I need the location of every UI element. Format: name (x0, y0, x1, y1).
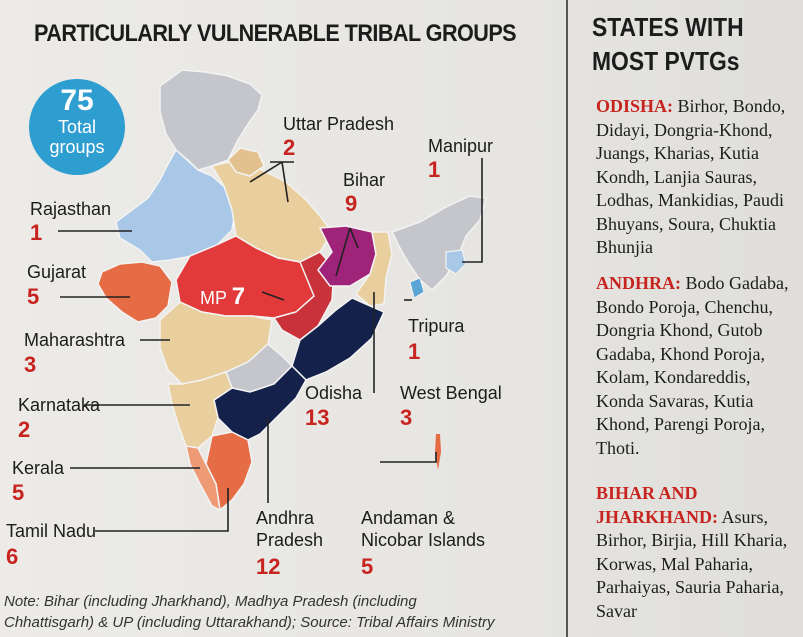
region-bihar (317, 225, 377, 287)
count-uttar-pradesh: 2 (283, 135, 296, 160)
section-odisha-heading: ODISHA: (596, 96, 674, 116)
total-label-2: groups (49, 137, 105, 157)
section-odisha: ODISHA: Birhor, Bondo, Didayi, Dongria-K… (596, 95, 796, 260)
label-rajasthan: Rajasthan (30, 199, 112, 219)
count-andhra: 12 (256, 554, 281, 579)
count-rajasthan: 1 (30, 220, 43, 245)
label-kerala: Kerala (12, 458, 65, 478)
region-karnataka (167, 371, 233, 449)
section-andhra-heading: ANDHRA: (596, 273, 681, 293)
label-tripura: Tripura (408, 316, 465, 336)
section-bihar-heading-2: JHARKHAND: (596, 506, 718, 527)
column-divider (566, 0, 568, 637)
count-odisha: 13 (305, 405, 330, 430)
label-gujarat: Gujarat (27, 262, 87, 282)
region-tripura (409, 277, 425, 299)
leader-lines (58, 158, 483, 532)
count-bihar: 9 (345, 191, 358, 216)
label-mp: MP 7 (200, 283, 245, 311)
label-karnataka: Karnataka (18, 395, 101, 415)
note-line-1: Note: Bihar (including Jharkhand), Madhy… (4, 593, 417, 610)
sidebar-title-1: STATES WITH (592, 12, 744, 42)
note-line-2: Chhattisgarh) & UP (including Uttarakhan… (4, 614, 495, 631)
region-gujarat (97, 261, 173, 323)
label-maharashtra: Maharashtra (24, 330, 126, 350)
label-bihar: Bihar (343, 170, 386, 190)
page-title: PARTICULARLY VULNERABLE TRIBAL GROUPS (34, 20, 517, 47)
region-uttarakhand (227, 147, 265, 177)
sidebar-title-2: MOST PVTGs (592, 46, 740, 76)
region-manipur (445, 249, 467, 275)
label-tamil-nadu: Tamil Nadu (6, 521, 97, 541)
india-map (58, 69, 487, 532)
section-bihar-jharkhand: BIHAR AND JHARKHAND: Asurs, Birhor, Birj… (596, 482, 796, 623)
section-andhra: ANDHRA: Bodo Gadaba, Bondo Poroja, Chenc… (596, 272, 796, 460)
count-west-bengal: 3 (400, 405, 413, 430)
total-count: 75 (60, 84, 94, 117)
count-maharashtra: 3 (24, 352, 37, 377)
label-odisha: Odisha (305, 383, 363, 403)
section-bihar-heading-1: BIHAR AND (596, 483, 698, 503)
sidebar-title: STATES WITH MOST PVTGs (592, 10, 744, 78)
mp-name: MP (200, 288, 227, 308)
label-uttar-pradesh: Uttar Pradesh (283, 114, 395, 134)
region-northeast (390, 195, 487, 292)
total-label-1: Total (57, 117, 97, 137)
region-north (159, 69, 263, 171)
region-west-bengal (354, 231, 393, 307)
count-manipur: 1 (428, 157, 441, 182)
count-gujarat: 5 (27, 284, 40, 309)
label-andhra-1: Andhra (256, 508, 315, 528)
section-odisha-text: Birhor, Bondo, Didayi, Dongria-Khond, Ju… (596, 96, 786, 257)
source-note: Note: Bihar (including Jharkhand), Madhy… (4, 591, 544, 633)
section-andhra-text: Bodo Gadaba, Bondo Poroja, Chenchu, Dong… (596, 273, 789, 458)
count-kerala: 5 (12, 480, 25, 505)
region-kerala (185, 445, 221, 512)
label-andhra-2: Pradesh (256, 530, 324, 550)
count-karnataka: 2 (18, 417, 31, 442)
label-west-bengal: West Bengal (400, 383, 502, 403)
count-tamil-nadu: 6 (6, 544, 19, 569)
total-groups-badge: 75 Total groups (29, 79, 125, 175)
mp-count: 7 (231, 283, 246, 310)
count-andaman: 5 (361, 554, 374, 579)
label-manipur: Manipur (428, 136, 494, 156)
label-andaman-2: Nicobar Islands (361, 530, 486, 550)
label-andaman-1: Andaman & (361, 508, 456, 528)
count-tripura: 1 (408, 339, 421, 364)
section-bihar-text: Asurs, Birhor, Birjia, Hill Kharia, Korw… (596, 506, 788, 621)
